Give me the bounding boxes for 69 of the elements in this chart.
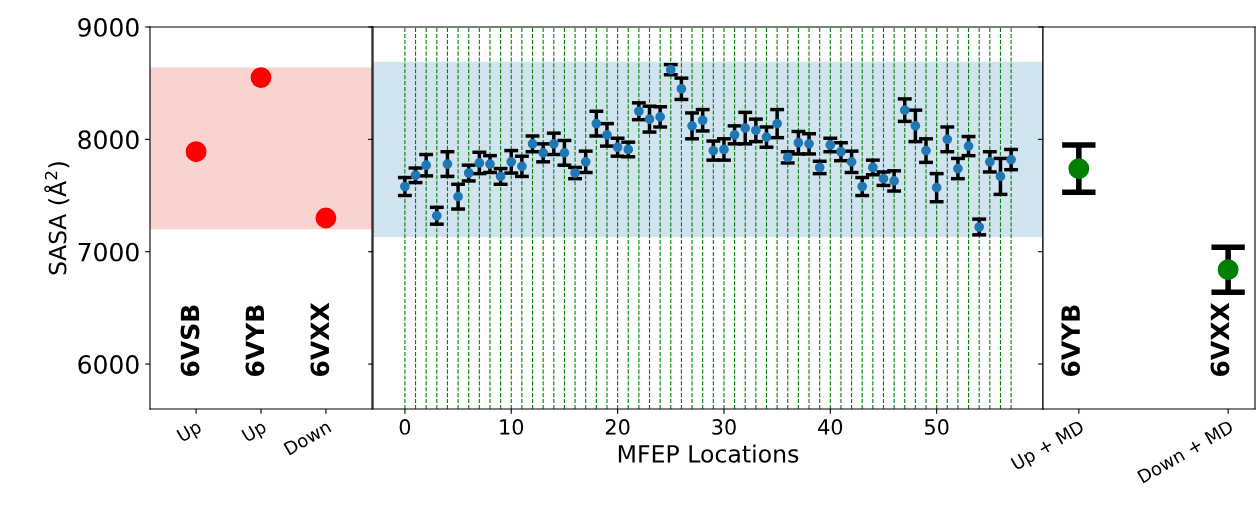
- x-tick-label: 20: [605, 419, 630, 435]
- y-tick-label: 7000: [78, 242, 139, 262]
- point: [612, 142, 623, 153]
- point: [804, 138, 814, 149]
- point: [719, 144, 729, 155]
- point: [591, 118, 602, 129]
- point: [634, 106, 644, 117]
- point: [931, 182, 942, 193]
- point: [453, 191, 463, 202]
- point: [442, 159, 453, 169]
- point: [602, 129, 612, 140]
- point: [538, 147, 549, 158]
- x-tick-label: Up: [176, 419, 204, 446]
- point: [517, 161, 527, 172]
- point: [687, 121, 697, 131]
- point: [431, 210, 442, 221]
- point: [729, 129, 740, 140]
- y-axis-title: SASA (Å$^{2}$): [44, 162, 70, 275]
- point: [995, 171, 1006, 182]
- point: [644, 114, 655, 124]
- x-tick-label: 10: [500, 419, 524, 435]
- point: [836, 146, 846, 157]
- point: [506, 156, 517, 167]
- point: [708, 145, 719, 156]
- point: [740, 123, 751, 133]
- point: [750, 125, 761, 136]
- point: [185, 141, 207, 163]
- point: [942, 134, 953, 145]
- point: [1006, 154, 1016, 165]
- point: [421, 160, 432, 171]
- point: [697, 115, 708, 126]
- annotation: 6VYB: [245, 305, 265, 376]
- point: [761, 132, 772, 142]
- point: [899, 105, 910, 116]
- annotation: 6VXX: [310, 302, 330, 376]
- point: [655, 112, 666, 122]
- point: [548, 138, 559, 149]
- annotation: 6VYB: [1061, 305, 1081, 376]
- point: [857, 181, 868, 192]
- point: [559, 147, 570, 158]
- annotation: 6VXX: [1210, 302, 1230, 376]
- point: [400, 181, 410, 192]
- x-tick-label: Up + MD: [1010, 419, 1087, 474]
- point: [676, 83, 687, 94]
- point: [580, 156, 591, 167]
- point: [974, 222, 985, 232]
- annotation: 6VSB: [180, 305, 200, 376]
- x-tick-label: 40: [818, 419, 843, 435]
- point: [315, 207, 337, 229]
- point: [793, 137, 804, 148]
- point: [250, 67, 272, 88]
- point: [846, 156, 857, 167]
- point: [889, 176, 899, 186]
- point: [953, 163, 963, 174]
- x-tick-label: 30: [712, 419, 736, 435]
- x-tick-label: 50: [925, 419, 949, 435]
- point: [921, 145, 931, 156]
- y-tick-label: 9000: [78, 17, 139, 37]
- x-tick-label: Up: [241, 419, 269, 446]
- point: [474, 158, 485, 168]
- y-tick-label: 6000: [78, 355, 139, 374]
- point: [910, 121, 921, 131]
- x-tick-label: 0: [399, 419, 411, 435]
- point: [984, 156, 995, 167]
- point: [485, 159, 495, 169]
- point: [772, 118, 782, 129]
- y-tick-label: 8000: [78, 130, 139, 150]
- x-axis-title: MFEP Locations: [618, 444, 799, 463]
- point: [963, 141, 974, 151]
